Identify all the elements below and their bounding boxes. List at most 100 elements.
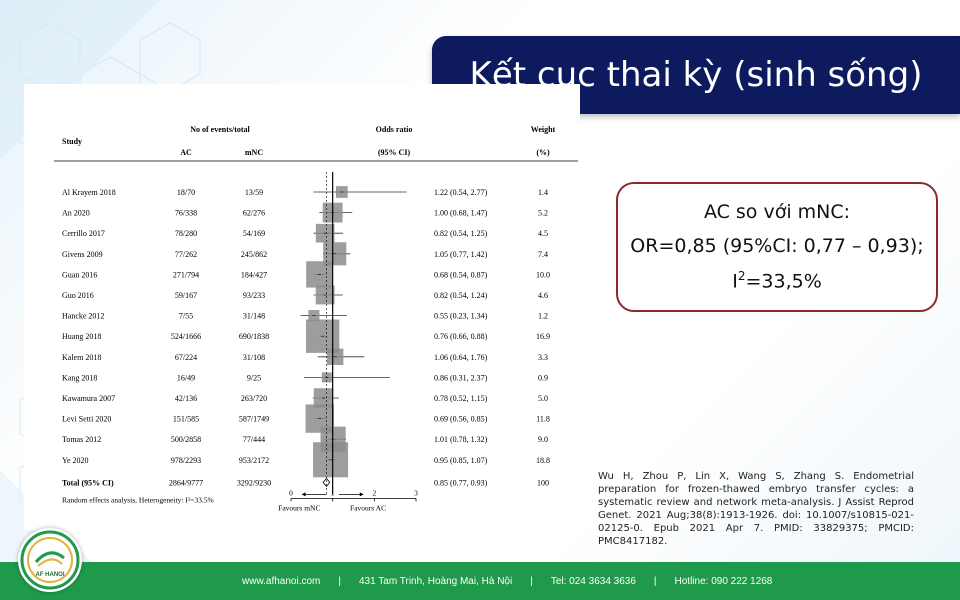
total-label: Total (95% CI): [62, 478, 114, 487]
favours-right-label: Favours AC: [350, 503, 386, 512]
study-name: Kawamura 2007: [62, 394, 115, 403]
result-odds-ratio: OR=0,85 (95%CI: 0,77 – 0,93);: [630, 235, 924, 258]
study-mnc: 587/1749: [239, 415, 269, 424]
study-name: Kalem 2018: [62, 353, 101, 362]
study-ac: 16/49: [177, 373, 195, 382]
total-mnc: 3292/9230: [237, 478, 271, 487]
study-or-ci: 1.22 (0.54, 2.77): [434, 188, 488, 197]
x-tick-label: 1: [331, 488, 335, 497]
study-mnc: 31/108: [243, 353, 265, 362]
study-weight: 11.8: [536, 415, 550, 424]
study-mnc: 13/59: [245, 188, 263, 197]
study-mnc: 77/444: [243, 435, 265, 444]
study-weight: 9.0: [538, 435, 548, 444]
study-ac: 59/167: [175, 291, 197, 300]
study-weight: 0.9: [538, 373, 548, 382]
header-odds-ratio: Odds ratio: [376, 125, 413, 134]
result-summary-box: AC so với mNC: OR=0,85 (95%CI: 0,77 – 0,…: [616, 182, 938, 312]
study-or-ci: 0.76 (0.66, 0.88): [434, 332, 488, 341]
footer-hotline: Hotline: 090 222 1268: [674, 575, 773, 587]
study-ac: 18/70: [177, 188, 195, 197]
study-or-ci: 0.69 (0.56, 0.85): [434, 415, 488, 424]
footer-phone: Tel: 024 3634 3636: [550, 575, 636, 587]
favours-right-arrowhead: [359, 492, 364, 497]
study-or-ci: 0.82 (0.54, 1.24): [434, 291, 488, 300]
study-weight: 16.9: [536, 332, 550, 341]
heterogeneity-note: Random effects analysis, Heterogeneity: …: [62, 495, 214, 504]
study-name: Cerrillo 2017: [62, 229, 105, 238]
study-mnc: 31/148: [243, 312, 265, 321]
study-name: Huang 2018: [62, 332, 101, 341]
result-comparison: AC so với mNC:: [703, 201, 851, 224]
total-or-ci: 0.85 (0.77, 0.93): [434, 478, 488, 487]
study-ac: 500/2858: [171, 435, 201, 444]
study-ac: 67/224: [175, 353, 197, 362]
study-weight: 1.2: [538, 312, 548, 321]
study-ac: 7/55: [179, 312, 193, 321]
footer-separator: |: [530, 575, 533, 587]
study-ac: 524/1666: [171, 332, 201, 341]
study-name: Guo 2016: [62, 291, 94, 300]
study-weight: 5.0: [538, 394, 548, 403]
favours-left-label: Favours mNC: [278, 503, 320, 512]
citation-text: Wu H, Zhou P, Lin X, Wang S, Zhang S. En…: [598, 471, 914, 547]
total-ac: 2864/9777: [169, 478, 203, 487]
study-or-ci: 0.78 (0.52, 1.15): [434, 394, 488, 403]
study-weight: 3.3: [538, 353, 548, 362]
study-weight: 4.5: [538, 229, 548, 238]
afhanoi-logo: AF HANOI: [18, 528, 82, 592]
footer-contacts: www.afhanoi.com | 431 Tam Trinh, Hoàng M…: [242, 562, 772, 600]
study-weight: 5.2: [538, 209, 548, 218]
header-ci: (95% CI): [378, 148, 411, 157]
footer-separator: |: [653, 575, 657, 587]
x-tick-label: 3: [414, 488, 418, 497]
study-mnc: 62/276: [243, 209, 265, 218]
study-mnc: 184/427: [241, 270, 267, 279]
study-or-ci: 0.82 (0.54, 1.25): [434, 229, 488, 238]
study-mnc: 54/169: [243, 229, 265, 238]
study-ac: 271/794: [173, 270, 199, 279]
header-weight: Weight: [531, 125, 556, 134]
study-or-ci: 1.00 (0.68, 1.47): [434, 209, 488, 218]
study-ac: 76/338: [175, 209, 197, 218]
study-name: Al Krayem 2018: [62, 188, 116, 197]
i-symbol: I: [732, 270, 738, 293]
study-mnc: 9/25: [247, 373, 261, 382]
study-or-ci: 1.05 (0.77, 1.42): [434, 250, 488, 259]
header-study: Study: [62, 137, 82, 146]
study-mnc: 690/1838: [239, 332, 269, 341]
logo-icon: [20, 530, 80, 590]
footer-bar: www.afhanoi.com | 431 Tam Trinh, Hoàng M…: [0, 562, 960, 600]
footer-address: 431 Tam Trinh, Hoàng Mai, Hà Nội: [358, 575, 513, 587]
x-tick-label: 2: [372, 488, 376, 497]
study-name: Givens 2009: [62, 250, 103, 259]
study-or-ci: 0.95 (0.85, 1.07): [434, 456, 488, 465]
study-or-ci: 0.68 (0.54, 0.87): [434, 270, 488, 279]
header-events: No of events/total: [190, 125, 250, 134]
pooled-diamond: [322, 477, 331, 488]
footer-separator: |: [338, 575, 341, 587]
study-name: Kang 2018: [62, 373, 97, 382]
footer-website[interactable]: www.afhanoi.com: [242, 575, 321, 587]
study-weight: 18.8: [536, 456, 550, 465]
study-ac: 978/2293: [171, 456, 201, 465]
i-value: =33,5%: [745, 270, 822, 293]
result-heterogeneity: I2=33,5%: [732, 269, 822, 292]
study-mnc: 953/2172: [239, 456, 269, 465]
study-mnc: 263/720: [241, 394, 267, 403]
x-tick-label: 0: [289, 488, 293, 497]
logo-label: AF HANOI: [35, 572, 65, 578]
study-weight: 4.6: [538, 291, 548, 300]
study-or-ci: 1.06 (0.64, 1.76): [434, 353, 488, 362]
study-name: Ye 2020: [62, 456, 89, 465]
study-name: An 2020: [62, 209, 90, 218]
forest-plot: Study No of events/total AC mNC Odds ratio (9…: [54, 125, 578, 512]
study-mnc: 93/233: [243, 291, 265, 300]
study-weight: 10.0: [536, 270, 550, 279]
study-name: Levi Setti 2020: [62, 415, 111, 424]
study-ac: 151/585: [173, 415, 199, 424]
header-mnc: mNC: [245, 148, 263, 157]
study-name: Hancke 2012: [62, 312, 104, 321]
total-weight: 100: [537, 478, 549, 487]
study-name: Tomas 2012: [62, 435, 101, 444]
